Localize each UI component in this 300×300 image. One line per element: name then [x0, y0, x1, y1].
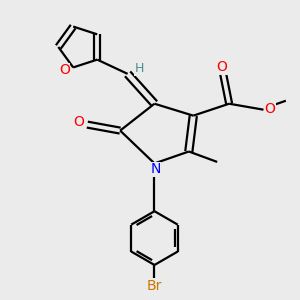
Text: O: O: [216, 60, 227, 74]
Text: O: O: [265, 102, 275, 116]
Text: H: H: [135, 62, 144, 75]
Text: N: N: [150, 162, 161, 176]
Text: Br: Br: [147, 280, 162, 293]
Text: O: O: [74, 115, 84, 129]
Text: O: O: [59, 63, 70, 77]
